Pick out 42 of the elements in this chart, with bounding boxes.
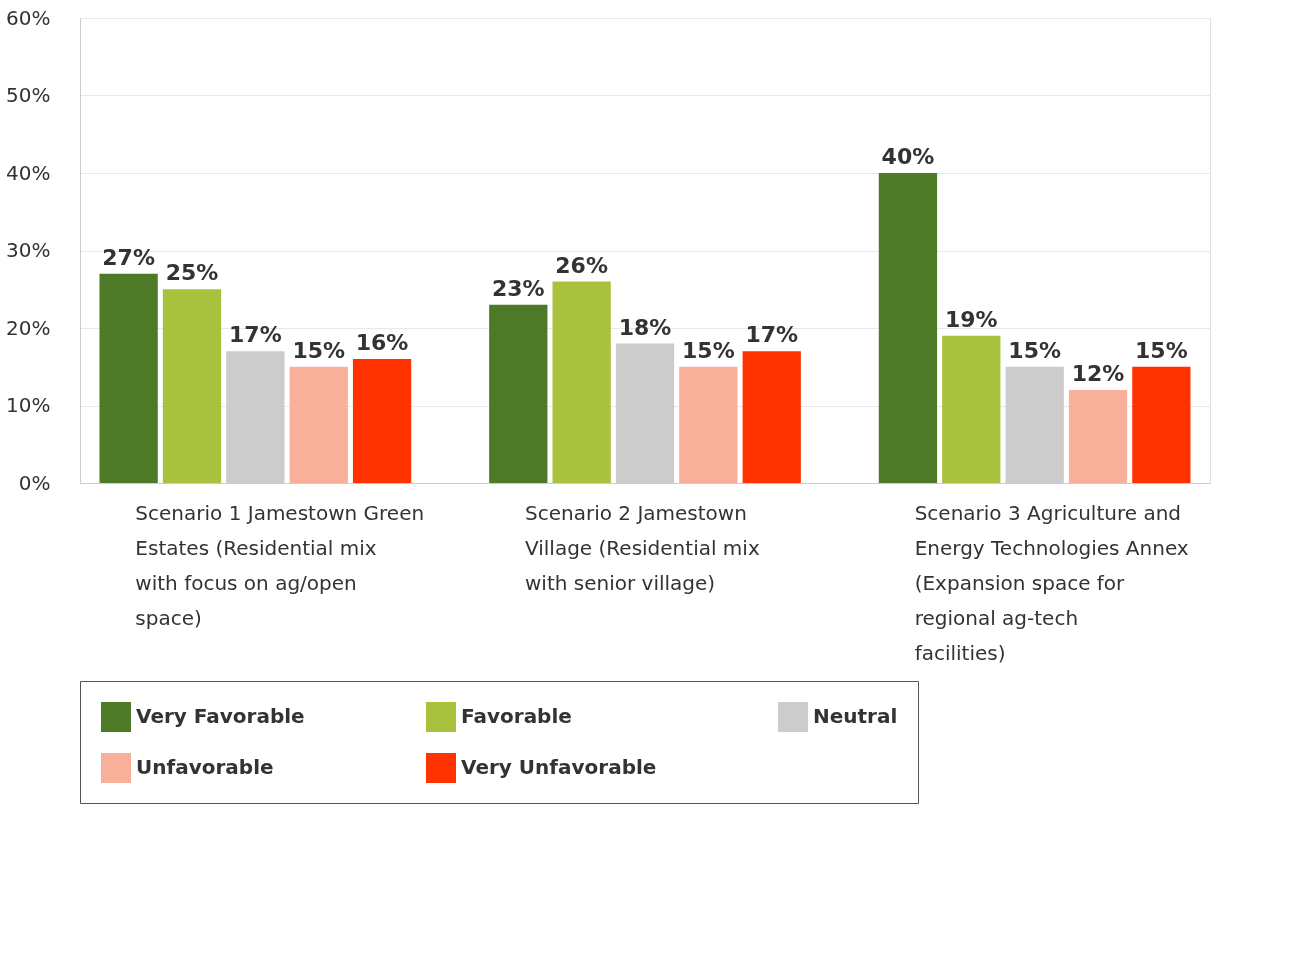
bar: [162, 289, 222, 483]
x-tick-label: Scenario 2 Jamestown Village (Residential mix with senior village): [525, 500, 760, 595]
bar: [1068, 390, 1128, 483]
bar: [742, 351, 801, 483]
y-tick-label: 0%: [18, 470, 51, 495]
x-tick-label: Scenario 3 Agriculture and Energy Technologies Annex (Expansion space for regional ag-tech facilities): [914, 500, 1189, 665]
data-label: 26%: [555, 252, 608, 278]
y-tick-label: 60%: [6, 5, 51, 30]
y-tick-label: 10%: [6, 393, 51, 417]
data-label: 19%: [944, 306, 998, 332]
data-label: 15%: [292, 337, 346, 363]
legend-label: Neutral: [813, 704, 898, 728]
legend-label: Favorable: [461, 704, 572, 728]
data-label: 15%: [682, 337, 735, 363]
legend-label: Very Favorable: [136, 704, 305, 728]
data-label: 15%: [1008, 337, 1061, 363]
data-label: 17%: [745, 322, 799, 348]
x-tick-label: Scenario 1 Jamestown Green Estates (Residential mix with focus on ag/open space): [135, 500, 425, 630]
y-tick-label: 50%: [6, 83, 51, 107]
data-label: 15%: [1135, 337, 1188, 363]
bar: [1132, 366, 1191, 483]
y-tick-label: 20%: [6, 315, 51, 340]
y-tick-label: 30%: [6, 238, 51, 262]
data-label: 40%: [881, 144, 935, 169]
bar: [552, 281, 611, 483]
bar: [289, 366, 348, 483]
bar: [99, 273, 158, 483]
bar: [352, 359, 412, 483]
data-label: 25%: [165, 260, 219, 286]
legend-label: Very Unfavorable: [461, 755, 657, 779]
y-tick-label: 40%: [6, 160, 51, 185]
data-label: 16%: [355, 330, 409, 355]
bar: [942, 335, 1001, 483]
data-label: 27%: [102, 244, 155, 270]
data-label: 18%: [618, 314, 672, 340]
bar: [489, 304, 548, 483]
bar: [679, 366, 738, 483]
data-label: 12%: [1071, 361, 1125, 386]
data-label: 23%: [491, 275, 545, 301]
bar: [878, 173, 938, 483]
data-label: 17%: [229, 322, 282, 348]
legend-label: Unfavorable: [136, 755, 274, 779]
